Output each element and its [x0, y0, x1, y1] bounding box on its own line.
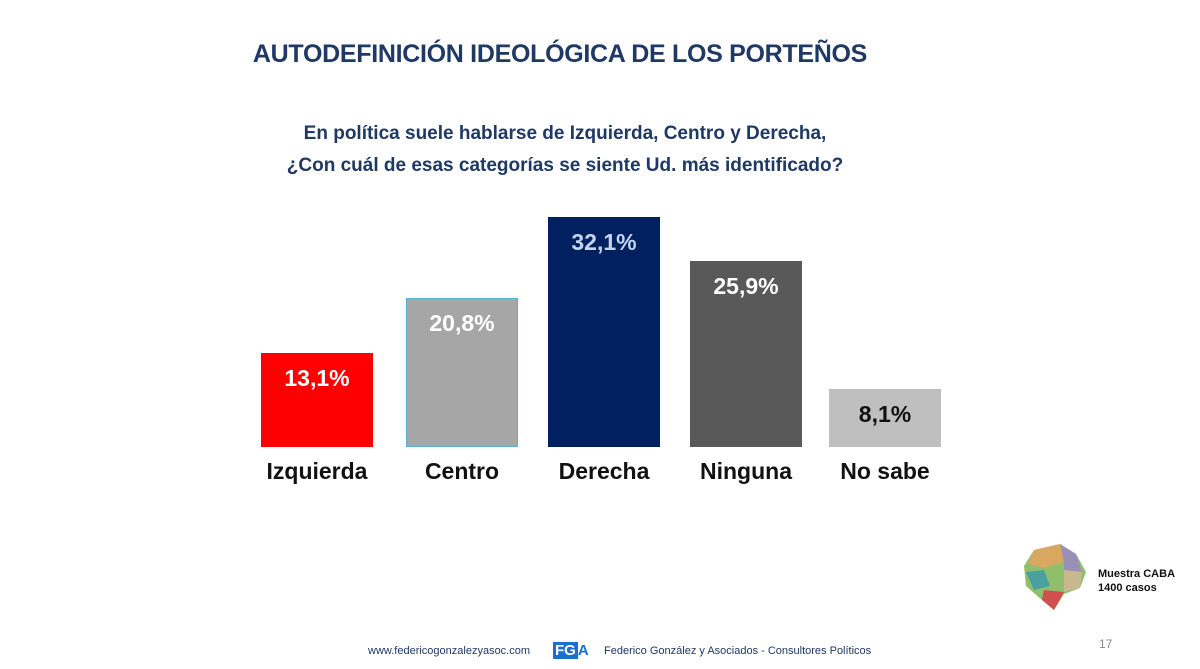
bar-izquierda [261, 353, 373, 447]
sample-legend: Muestra CABA 1400 casos [1098, 567, 1175, 595]
data-label: 13,1% [284, 365, 350, 392]
bar-ninguna [690, 261, 802, 447]
bar-centro [406, 297, 518, 447]
question-line-2: ¿Con cuál de esas categorías se siente U… [286, 155, 844, 176]
sample-region: Muestra CABA [1098, 568, 1176, 580]
sample-size: 1400 casos [1098, 582, 1157, 594]
category-label: Centro [424, 458, 500, 484]
caba-map-icon [1024, 544, 1086, 610]
fga-logo-box: FG [553, 642, 578, 659]
category-label: Derecha [558, 458, 650, 484]
data-label: 8,1% [858, 400, 912, 427]
footer-company: Federico González y Asociados - Consulto… [604, 645, 872, 657]
data-label: 20,8% [429, 309, 495, 336]
page-number: 17 [1099, 637, 1113, 651]
bar-derecha [548, 217, 660, 447]
category-label: Izquierda [266, 458, 368, 484]
fga-logo: FG A [553, 642, 589, 659]
data-label: 32,1% [571, 229, 637, 255]
category-label: No sabe [840, 458, 930, 484]
slide-title: AUTODEFINICIÓN IDEOLÓGICA DE LOS PORTEÑO… [252, 40, 868, 68]
category-label: Ninguna [700, 458, 792, 484]
bar-no-sabe [829, 388, 941, 447]
data-label: 25,9% [713, 273, 779, 300]
question-line-1: En política suele hablarse de Izquierda,… [303, 123, 827, 144]
footer-website-link[interactable]: www.federicogonzalezyasoc.com [368, 645, 531, 657]
